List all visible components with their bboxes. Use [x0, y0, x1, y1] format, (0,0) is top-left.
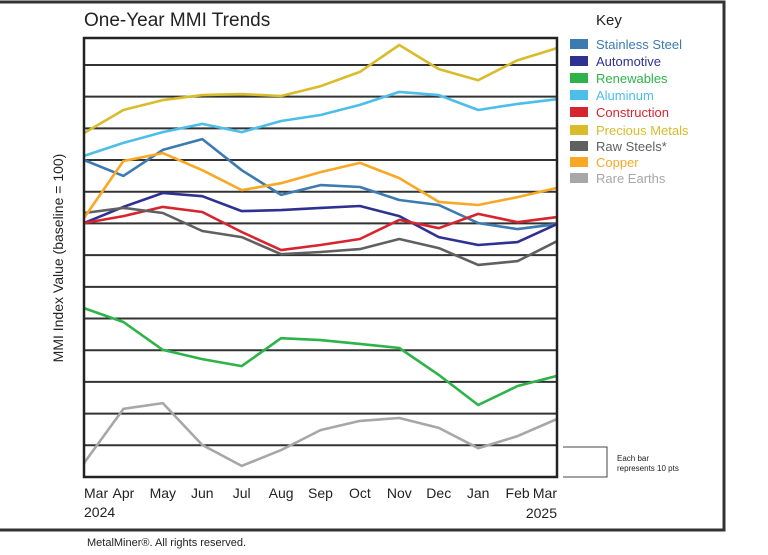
legend-item: Stainless Steel — [570, 37, 682, 52]
series-line-renewables — [84, 308, 557, 405]
x-tick-label: Apr — [113, 485, 135, 501]
legend-swatch — [570, 157, 588, 167]
x-tick-label: Feb — [506, 485, 530, 501]
x-tick-label: Jun — [191, 485, 214, 501]
legend-title: Key — [596, 12, 622, 29]
x-tick-label: May — [150, 485, 176, 501]
legend-item: Renewables — [570, 71, 668, 86]
scale-bracket — [563, 447, 607, 477]
x-tick-label: Jan — [467, 485, 490, 501]
x-tick-label: Jul — [233, 485, 251, 501]
x-tick-label: Mar — [533, 485, 557, 501]
legend-item: Copper — [570, 155, 639, 170]
legend-item: Aluminum — [570, 88, 654, 103]
legend-label: Raw Steels* — [596, 139, 667, 154]
plot-border — [84, 38, 557, 477]
legend-swatch — [570, 125, 588, 135]
legend-item: Precious Metals — [570, 123, 689, 138]
series-line-precious-metals — [84, 45, 557, 133]
legend-label: Copper — [596, 155, 639, 170]
legend-label: Aluminum — [596, 88, 654, 103]
series-line-automotive — [84, 193, 557, 245]
legend-swatch — [570, 107, 588, 117]
legend-swatch — [570, 90, 588, 100]
legend-label: Renewables — [596, 71, 668, 86]
x-tick-label: Mar — [84, 485, 108, 501]
x-year-start: 2024 — [84, 504, 115, 520]
legend-label: Rare Earths — [596, 171, 666, 186]
x-year-end: 2025 — [526, 505, 557, 521]
legend-swatch — [570, 73, 588, 83]
chart-title: One-Year MMI Trends — [84, 10, 270, 31]
legend-label: Stainless Steel — [596, 37, 682, 52]
x-tick-label: Aug — [269, 485, 294, 501]
x-tick-label: Dec — [426, 485, 451, 501]
legend-swatch — [570, 173, 588, 183]
x-tick-label: Sep — [308, 485, 333, 501]
legend: Stainless Steel Automotive Renewables Alumi… — [570, 37, 689, 186]
legend-swatch — [570, 141, 588, 151]
legend-label: Precious Metals — [596, 123, 689, 138]
legend-item: Raw Steels* — [570, 139, 667, 154]
x-tick-label: Nov — [387, 485, 412, 501]
legend-swatch — [570, 56, 588, 66]
legend-label: Automotive — [596, 54, 661, 69]
legend-item: Rare Earths — [570, 171, 666, 186]
legend-item: Construction — [570, 105, 669, 120]
x-tick-label: Oct — [349, 485, 371, 501]
gridlines — [84, 65, 557, 445]
legend-swatch — [570, 39, 588, 49]
y-axis-label: MMI Index Value (baseline = 100) — [50, 154, 66, 363]
series-line-rare-earths — [84, 403, 557, 466]
copyright: MetalMiner®. All rights reserved. — [87, 537, 246, 549]
legend-label: Construction — [596, 105, 669, 120]
legend-item: Automotive — [570, 54, 661, 69]
